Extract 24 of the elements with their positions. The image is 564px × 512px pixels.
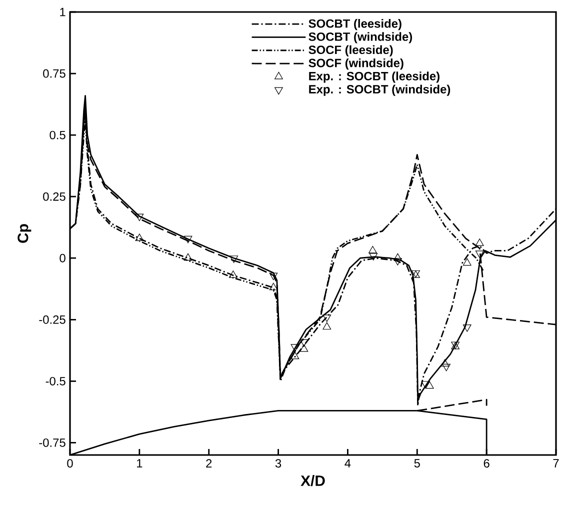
x-tick-label: 6: [484, 459, 490, 468]
y-tick-label: -0.25: [39, 315, 66, 324]
x-tick-label: 5: [414, 459, 420, 468]
legend-label: Exp. : SOCBT (leeside): [309, 72, 440, 83]
x-tick-label: 4: [344, 459, 351, 468]
legend-label: SOCF (leeside): [308, 45, 393, 56]
y-axis-title: Cp: [18, 224, 32, 243]
legend-label: SOCF (windside): [308, 58, 404, 70]
x-tick-label: 1: [137, 459, 142, 468]
y-tick-label: -0.5: [46, 376, 66, 386]
x-axis-title: X/D: [300, 475, 325, 486]
y-tick-label: -0.75: [39, 438, 66, 447]
x-tick-label: 7: [553, 459, 559, 468]
x-tick-label: 0: [67, 459, 73, 468]
y-tick-label: 0: [60, 254, 66, 262]
x-tick-label: 2: [206, 459, 212, 468]
y-tick-label: 0.5: [50, 130, 66, 140]
y-tick-label: 0.25: [43, 192, 66, 201]
legend-label: SOCBT (windside): [308, 32, 412, 44]
legend-label: SOCBT (leeside): [308, 19, 402, 30]
y-tick-label: 1: [60, 8, 66, 16]
x-tick-label: 3: [275, 459, 282, 468]
legend-label: Exp. : SOCBT (windside): [309, 84, 450, 96]
y-tick-label: 0.75: [43, 69, 66, 78]
